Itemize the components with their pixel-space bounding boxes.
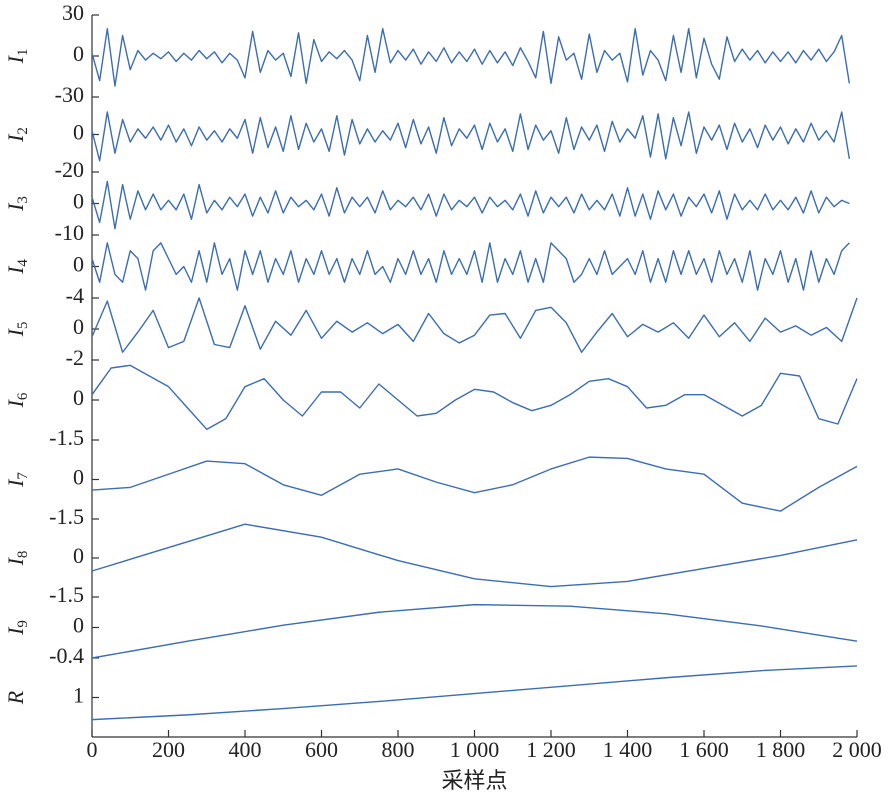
series-line [91, 111, 851, 162]
y-tick-label: 30 [62, 0, 84, 25]
y-tick-label: 0 [73, 314, 84, 339]
x-tick-label: 400 [229, 737, 262, 762]
y-label-subscript: 2 [15, 127, 31, 135]
y-label-subscript: 5 [15, 322, 31, 330]
x-tick-label: 1 800 [756, 737, 806, 762]
y-label-subscript: 1 [15, 49, 31, 57]
y-label-symbol: I [3, 265, 28, 275]
y-tick-label: -20 [55, 157, 84, 182]
y-label-symbol: I [3, 556, 28, 566]
x-tick-label: 200 [152, 737, 185, 762]
y-tick-label: -1.5 [49, 504, 84, 529]
series-line [91, 523, 858, 588]
y-axis-label: I3 [3, 196, 31, 212]
y-tick-label: 0 [73, 252, 84, 277]
y-tick-label: -1.5 [49, 425, 84, 450]
y-tick-label: 0 [73, 613, 84, 638]
y-label-symbol: I [3, 133, 28, 143]
y-axis-label: I5 [3, 322, 31, 338]
y-label-subscript: 4 [15, 259, 31, 267]
series-line [91, 242, 850, 291]
y-tick-label: 0 [73, 543, 84, 568]
series-line [91, 665, 858, 721]
series-line [91, 297, 858, 353]
y-tick-label: -2 [66, 345, 84, 370]
y-tick-label: -0.4 [49, 643, 84, 668]
x-tick-label: 1 000 [450, 737, 500, 762]
y-label-symbol: I [3, 202, 28, 212]
y-label-symbol: I [3, 54, 28, 64]
series-line [91, 27, 851, 87]
y-label-subscript: 7 [15, 472, 31, 480]
y-tick-label: -30 [55, 82, 84, 107]
series-line [91, 456, 858, 512]
y-axis-label: I2 [3, 127, 31, 143]
x-tick-label: 600 [305, 737, 338, 762]
y-axis-label: I7 [3, 472, 31, 488]
y-label-subscript: 6 [15, 392, 31, 400]
y-tick-label: -1.5 [49, 582, 84, 607]
y-axis-label: I4 [3, 259, 31, 275]
y-label-subscript: 8 [15, 551, 31, 559]
x-axis-label: 采样点 [441, 768, 507, 793]
y-tick-label: -4 [66, 283, 84, 308]
x-tick-label: 1 600 [679, 737, 729, 762]
x-tick-label: 0 [87, 737, 98, 762]
y-tick-label: 1 [73, 683, 84, 708]
y-axis-label: R [3, 690, 28, 705]
x-tick-label: 1 200 [526, 737, 576, 762]
y-label-symbol: I [3, 398, 28, 408]
series-line [91, 180, 850, 230]
y-label-subscript: 3 [15, 196, 31, 204]
y-axis-label: I8 [3, 551, 31, 567]
y-tick-label: 0 [73, 385, 84, 410]
y-axis-label: I9 [3, 620, 31, 636]
y-tick-label: 0 [73, 41, 84, 66]
x-tick-label: 2 000 [832, 737, 882, 762]
y-label-symbol: R [3, 690, 28, 705]
y-tick-label: -10 [55, 220, 84, 245]
y-label-symbol: I [3, 327, 28, 337]
y-axis-label: I6 [3, 392, 31, 408]
y-tick-label: 0 [73, 465, 84, 490]
y-tick-label: 0 [73, 120, 84, 145]
series-line [91, 603, 858, 659]
x-tick-label: 800 [382, 737, 415, 762]
y-tick-label: 0 [73, 189, 84, 214]
y-label-subscript: 9 [15, 620, 31, 628]
y-label-symbol: I [3, 626, 28, 636]
series-line [91, 364, 858, 431]
y-label-symbol: I [3, 478, 28, 488]
x-tick-label: 1 400 [603, 737, 653, 762]
y-axis-label: I1 [3, 49, 31, 65]
